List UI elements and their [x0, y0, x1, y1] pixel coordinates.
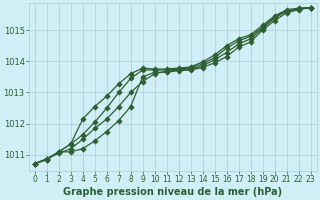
X-axis label: Graphe pression niveau de la mer (hPa): Graphe pression niveau de la mer (hPa) — [63, 187, 282, 197]
